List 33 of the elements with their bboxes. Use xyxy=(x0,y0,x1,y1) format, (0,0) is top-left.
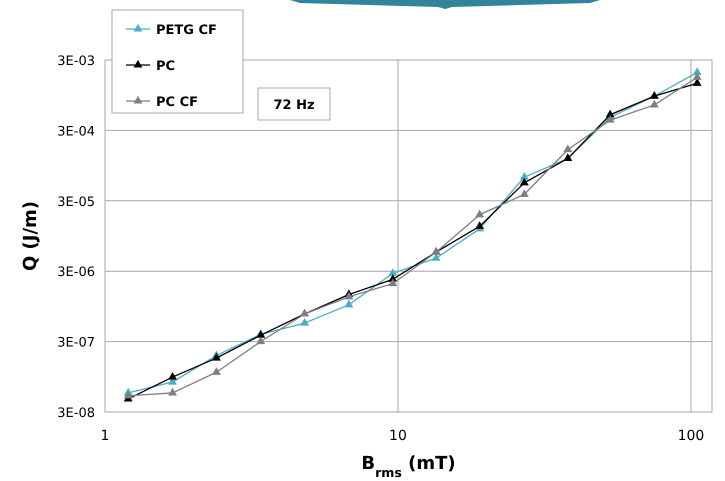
point xyxy=(563,144,572,152)
point xyxy=(344,300,354,308)
x-tick-label: 100 xyxy=(678,428,704,444)
y-tick-label: 3E-06 xyxy=(57,265,95,280)
point xyxy=(168,388,177,396)
point xyxy=(520,178,529,186)
x-tick-label: 10 xyxy=(389,428,407,444)
legend-label: PC xyxy=(156,59,176,74)
point xyxy=(520,189,529,197)
legend-label: PETG CF xyxy=(156,23,217,38)
point xyxy=(212,352,221,361)
point xyxy=(650,100,659,108)
point xyxy=(300,318,310,326)
point xyxy=(388,278,398,286)
point xyxy=(344,292,354,300)
y-axis-title: Q (J/m) xyxy=(20,200,41,272)
y-tick-label: 3E-04 xyxy=(57,124,95,140)
y-tick-label: 3E-03 xyxy=(57,54,95,69)
point xyxy=(475,221,484,229)
x-tick-label: 1 xyxy=(100,428,110,444)
point xyxy=(256,336,266,344)
point xyxy=(124,390,133,398)
point xyxy=(212,367,221,375)
point xyxy=(168,372,177,380)
y-tick-label: 3E-07 xyxy=(57,336,95,351)
y-tick-label: 3E-05 xyxy=(57,194,95,210)
x-axis-title: B$_{rms}$ (mT) xyxy=(361,453,456,480)
point xyxy=(475,210,484,218)
legend-label: PC CF xyxy=(156,95,198,110)
y-tick-label: 3E-08 xyxy=(57,406,95,421)
annotation: 72 Hz xyxy=(273,98,315,113)
point xyxy=(606,114,615,123)
point xyxy=(388,268,398,276)
